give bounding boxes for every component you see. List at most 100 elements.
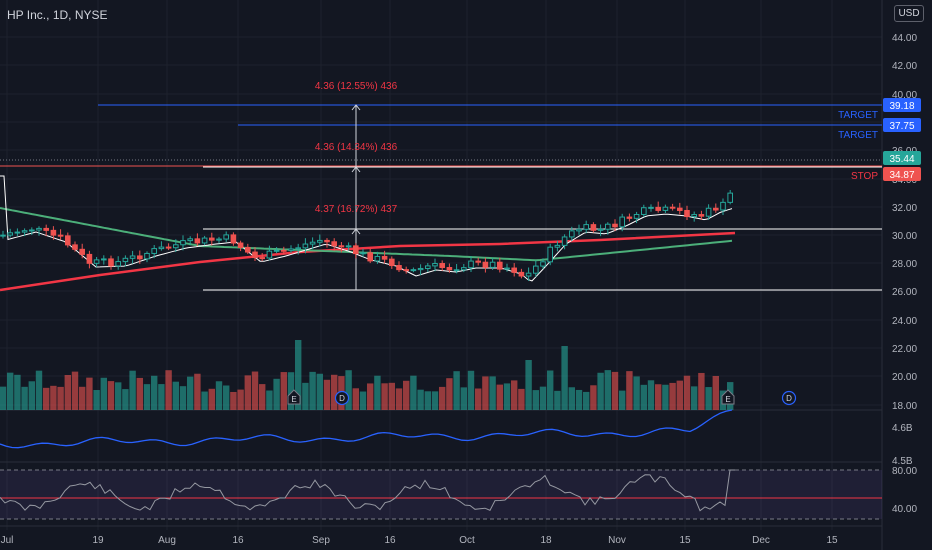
candle-body <box>137 255 143 260</box>
candle-body <box>223 234 229 240</box>
candle-body <box>93 259 100 264</box>
volume-bar <box>683 375 691 410</box>
candle-body <box>417 267 424 271</box>
time-tick: Dec <box>752 535 770 546</box>
volume-bar <box>107 381 115 410</box>
candle-body <box>108 258 114 267</box>
earnings-event-2[interactable]: E <box>721 389 735 405</box>
candle-body <box>497 261 503 270</box>
candle-body <box>410 269 417 272</box>
event-label: E <box>725 395 730 404</box>
volume-bar <box>532 390 539 410</box>
volume-bar <box>158 384 165 410</box>
volume-bar <box>518 388 525 410</box>
ma-slow-line <box>0 231 736 292</box>
candle-body <box>641 207 647 215</box>
dividend-event-1[interactable]: D <box>334 390 350 406</box>
candle-body <box>151 248 157 254</box>
candle-body <box>605 223 611 230</box>
candle-body <box>252 251 258 259</box>
volume-bar <box>223 385 230 410</box>
candle-body <box>561 236 568 246</box>
volume-bar <box>453 371 460 410</box>
candle-body <box>713 207 719 211</box>
volume-bar <box>583 391 590 410</box>
volume-bar <box>604 370 611 410</box>
candle-body <box>165 246 172 249</box>
volume-bar <box>705 387 712 410</box>
obv-line <box>0 409 733 449</box>
volume-bar <box>165 370 172 410</box>
symbol-name: HP Inc. <box>7 8 47 22</box>
candle-body <box>525 272 532 277</box>
candle-body <box>389 258 395 267</box>
volume-bar <box>43 387 50 410</box>
candle-body <box>446 267 453 271</box>
measure-arrow-head-mid <box>351 166 361 173</box>
volume-bar <box>122 389 129 410</box>
candle-body <box>14 231 21 234</box>
volume-bar <box>208 388 215 410</box>
volume-bar <box>367 383 374 410</box>
candle-body <box>194 238 201 244</box>
dividend-event-2[interactable]: D <box>781 390 797 406</box>
time-tick: Nov <box>608 535 626 546</box>
candle-body <box>403 269 409 272</box>
time-axis[interactable]: Jul 19 Aug 16 Sep 16 Oct 18 Nov 15 Dec 15 <box>1 535 838 546</box>
time-tick: 16 <box>232 535 244 546</box>
volume-bar <box>475 388 482 410</box>
candle-body <box>209 237 215 241</box>
candle-body <box>79 248 86 255</box>
time-tick: 15 <box>679 535 691 546</box>
candle-body <box>374 255 381 262</box>
candle-body <box>439 263 445 269</box>
volume-bar <box>201 391 208 410</box>
volume-bar <box>561 346 568 410</box>
volume-bar <box>359 391 367 410</box>
candle-body <box>43 227 50 231</box>
volume-bar <box>611 371 619 410</box>
volume-bar <box>655 384 662 410</box>
volume-bar <box>712 375 719 410</box>
candle-body <box>345 245 352 248</box>
candle-body <box>677 207 683 211</box>
volume-bar <box>381 383 388 410</box>
volume-bar <box>525 360 532 410</box>
volume-bar <box>194 373 201 410</box>
measure-arrow-head-top <box>351 104 361 111</box>
event-label: E <box>291 395 296 404</box>
volume-bar <box>21 386 28 410</box>
candle-body <box>475 260 481 263</box>
volume-bar <box>129 370 136 410</box>
volume-bar <box>64 374 71 410</box>
price-tag-last: 35.44 <box>883 151 921 165</box>
currency-button[interactable]: USD <box>894 5 924 22</box>
price-tag-stop: 34.87 <box>883 167 921 181</box>
candle-body <box>331 241 337 247</box>
candle-body <box>576 228 582 232</box>
candle-body <box>57 234 64 237</box>
volume-bar <box>215 381 223 410</box>
candle-body <box>727 192 734 203</box>
symbol-header[interactable]: HP Inc., 1D, NYSE <box>7 8 108 22</box>
svg-text:39.18: 39.18 <box>889 101 914 112</box>
measure-label-2: 4.36 (14.34%) 436 <box>315 142 398 153</box>
time-tick: Jul <box>1 535 14 546</box>
volume-bar <box>554 390 561 410</box>
volume-bar <box>244 375 251 410</box>
candle-body <box>173 244 179 249</box>
candle-body <box>129 255 136 259</box>
candle-body <box>453 269 460 272</box>
volume-bar <box>662 384 669 410</box>
candle-body <box>612 223 618 228</box>
volume-bar <box>669 382 676 410</box>
volume-bar <box>287 372 295 410</box>
candle-body <box>432 263 438 267</box>
earnings-event-1[interactable]: E <box>287 389 301 405</box>
volume-bar <box>136 377 143 410</box>
volume-bar <box>280 372 287 410</box>
rsi-tick-2: 40.00 <box>892 504 917 515</box>
volume-bar <box>187 376 194 410</box>
